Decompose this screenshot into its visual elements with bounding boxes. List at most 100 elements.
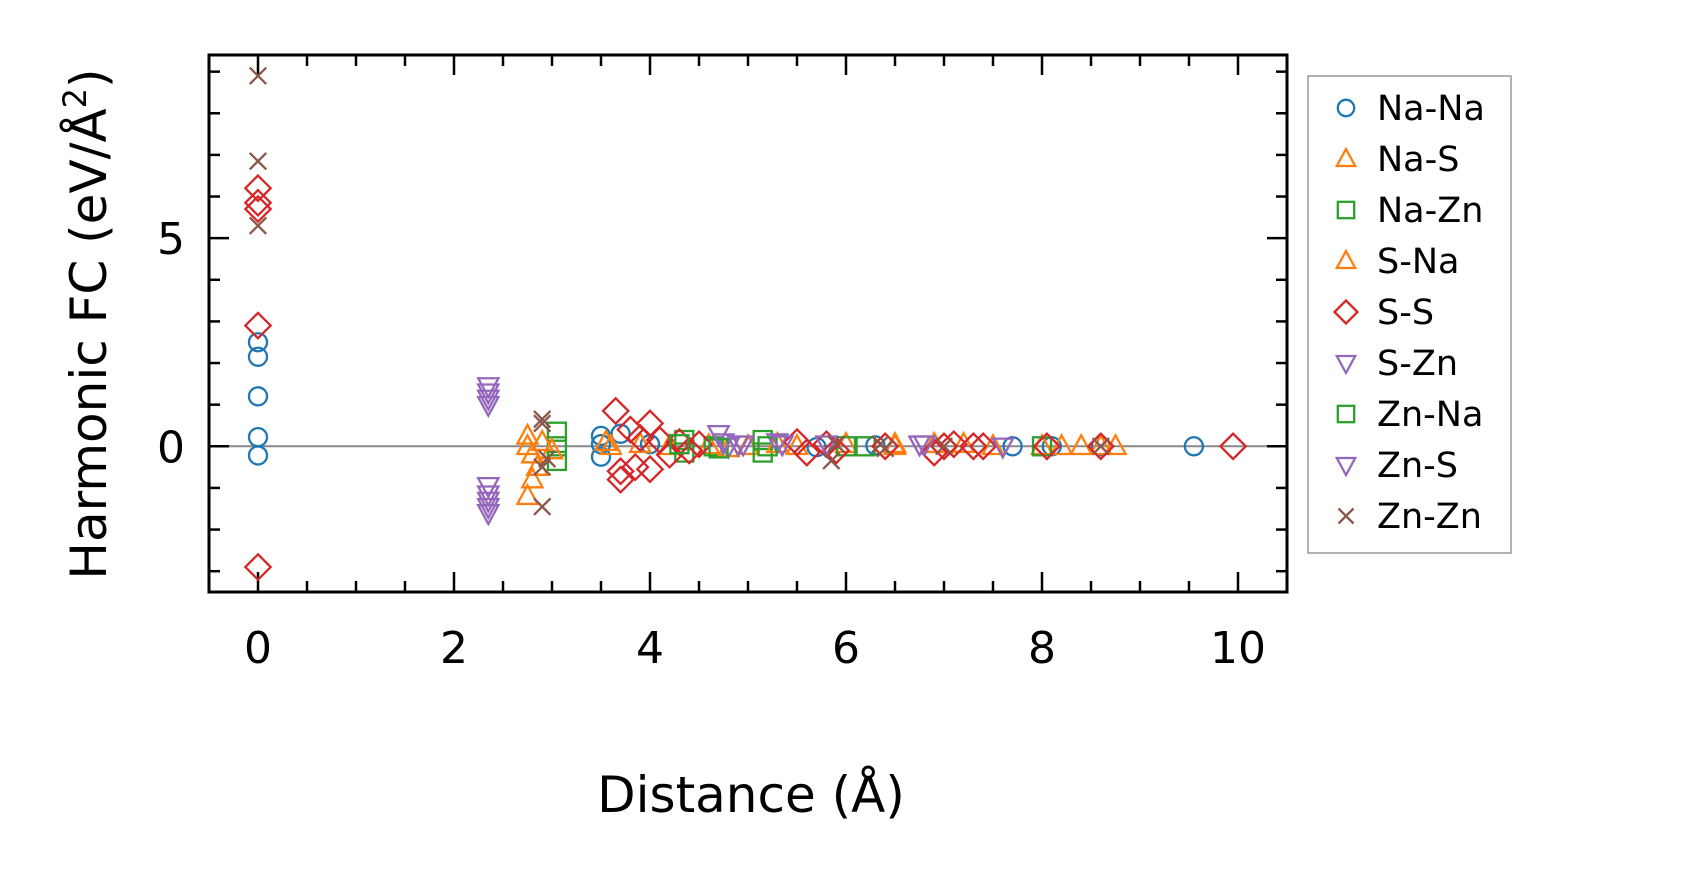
- x-tick-label: 10: [1210, 623, 1266, 674]
- legend-entry-na-zn: Na-Zn: [1336, 191, 1483, 231]
- data-point-zn-s: [731, 435, 756, 458]
- data-point-zn-zn: [533, 414, 552, 433]
- data-point-na-na: [247, 445, 269, 466]
- data-point-s-s: [792, 438, 822, 467]
- data-point-zn-na: [669, 434, 690, 455]
- legend-marker: [1334, 146, 1358, 168]
- legend-entry-s-zn: S-Zn: [1334, 344, 1458, 384]
- data-point-s-s: [929, 432, 959, 461]
- data-point-s-zn: [765, 433, 790, 456]
- data-point-s-zn: [476, 497, 501, 521]
- series-zn-zn: [248, 66, 1110, 516]
- x-tick-label: 8: [1028, 623, 1056, 674]
- legend-marker: [1336, 404, 1356, 424]
- data-point-s-zn: [476, 377, 501, 400]
- data-point-s-s: [243, 173, 273, 203]
- data-point-s-s: [243, 552, 273, 582]
- legend-marker: [1337, 507, 1355, 525]
- legend-marker: [1332, 298, 1360, 326]
- data-point-s-zn: [476, 491, 501, 514]
- data-point-zn-zn: [822, 451, 841, 470]
- data-point-zn-zn: [533, 458, 552, 477]
- data-point-s-s: [243, 194, 273, 224]
- data-point-s-s: [243, 311, 273, 340]
- legend-entry-na-na: Na-Na: [1336, 89, 1485, 129]
- data-point-s-s: [1218, 432, 1248, 461]
- legend-label: Na-Na: [1377, 89, 1485, 129]
- data-point-na-s: [515, 482, 540, 506]
- legend-entry-s-na: S-Na: [1334, 242, 1459, 282]
- data-point-s-zn: [476, 485, 501, 508]
- data-point-s-s: [959, 432, 988, 461]
- data-point-zn-na: [708, 438, 729, 459]
- data-point-na-s: [515, 422, 540, 445]
- data-point-na-na: [590, 446, 612, 467]
- data-point-zn-zn: [248, 152, 268, 171]
- data-point-s-zn: [476, 395, 501, 419]
- data-point-s-s: [1032, 432, 1062, 461]
- data-point-s-s: [601, 396, 630, 426]
- legend-marker: [1334, 456, 1358, 478]
- x-axis-title: Distance (Å): [597, 766, 905, 824]
- data-point-zn-zn: [1091, 437, 1110, 456]
- legend-marker: [1336, 200, 1356, 220]
- data-point-na-na: [247, 332, 269, 353]
- data-point-s-s: [674, 436, 704, 465]
- data-point-zn-zn: [876, 439, 895, 458]
- data-point-zn-s: [770, 435, 795, 458]
- data-point-s-s: [684, 429, 714, 459]
- data-point-s-zn: [476, 389, 501, 412]
- data-point-na-zn: [752, 429, 773, 451]
- data-point-s-na: [1069, 432, 1094, 456]
- data-point-na-s: [593, 428, 618, 451]
- y-axis-title: Harmonic FC (eV/Å2): [56, 68, 118, 579]
- legend-label: S-Zn: [1377, 344, 1458, 384]
- legend-label: Zn-S: [1377, 446, 1458, 486]
- legend-label: Zn-Zn: [1377, 497, 1482, 537]
- x-tick-label: 2: [440, 623, 468, 674]
- data-point-s-na: [598, 432, 623, 456]
- legend-entry-s-s: S-S: [1332, 293, 1434, 333]
- y-tick-label: 0: [157, 422, 185, 473]
- data-point-na-zn: [546, 421, 568, 442]
- data-point-s-na: [530, 428, 555, 451]
- x-tick-label: 4: [636, 623, 664, 674]
- data-points: [243, 66, 1248, 582]
- legend-entry-zn-s: Zn-S: [1334, 446, 1458, 486]
- legend-marker: [1336, 98, 1356, 118]
- legend-entry-zn-na: Zn-Na: [1336, 395, 1483, 435]
- data-point-s-na: [539, 437, 565, 460]
- y-tick-label: 5: [157, 214, 185, 265]
- data-point-na-s: [520, 441, 545, 464]
- data-point-zn-zn: [538, 449, 557, 468]
- data-point-s-s: [939, 429, 969, 459]
- data-point-na-na: [610, 423, 631, 444]
- data-point-s-s: [606, 457, 635, 486]
- legend-label: S-S: [1377, 293, 1434, 333]
- data-point-na-na: [247, 386, 269, 407]
- data-point-zn-zn: [827, 435, 846, 454]
- legend-entry-na-s: Na-S: [1334, 140, 1459, 180]
- data-point-zn-zn: [934, 437, 954, 456]
- legend-label: Na-Zn: [1377, 191, 1483, 231]
- data-point-zn-zn: [248, 66, 268, 85]
- legend-entry-zn-zn: Zn-Zn: [1337, 497, 1482, 537]
- legend-marker: [1334, 354, 1358, 376]
- data-point-s-zn: [990, 437, 1015, 460]
- legend-label: S-Na: [1377, 242, 1459, 282]
- data-point-s-zn: [476, 383, 501, 406]
- data-point-s-zn: [476, 504, 501, 527]
- y-axis-title-superscript: 2: [56, 88, 94, 108]
- series-zn-s: [711, 433, 932, 458]
- data-point-s-zn: [814, 435, 839, 458]
- data-point-s-s: [635, 454, 665, 484]
- data-point-s-na: [1088, 432, 1113, 456]
- legend-label: Zn-Na: [1377, 395, 1483, 435]
- data-point-na-na: [247, 346, 269, 367]
- data-point-zn-zn: [533, 497, 552, 516]
- legend-label: Na-S: [1377, 140, 1459, 180]
- data-point-s-s: [1086, 432, 1116, 461]
- data-point-na-s: [980, 432, 1006, 456]
- data-point-s-s: [243, 188, 273, 218]
- data-point-na-na: [1002, 436, 1023, 457]
